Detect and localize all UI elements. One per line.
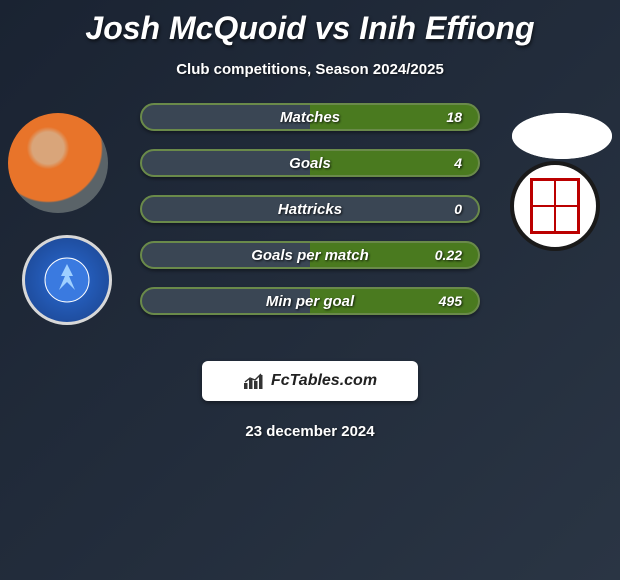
stat-row: Hattricks 0: [140, 195, 480, 223]
stat-row: Min per goal 495: [140, 287, 480, 315]
stat-label: Hattricks: [278, 201, 342, 218]
player-left-photo: [8, 113, 108, 213]
stat-label: Goals per match: [251, 247, 369, 264]
player-right-photo: [512, 113, 612, 159]
stat-value-right: 4: [454, 155, 462, 171]
woking-crest-icon: [510, 161, 600, 251]
stat-label: Goals: [289, 155, 331, 172]
stat-rows: Matches 18 Goals 4 Hattricks 0 Goals per match…: [140, 103, 480, 333]
page-title: Josh McQuoid vs Inih Effiong: [0, 0, 620, 47]
player-left-club-crest: [22, 235, 112, 325]
stat-row: Goals 4: [140, 149, 480, 177]
avatar-placeholder-icon: [8, 113, 108, 213]
stat-value-right: 0: [454, 201, 462, 217]
footer-date: 23 december 2024: [0, 423, 620, 440]
subheading: Club competitions, Season 2024/2025: [0, 61, 620, 78]
brand-text: FcTables.com: [271, 372, 377, 390]
stat-value-right: 495: [439, 293, 462, 309]
avatar-placeholder-icon: [512, 113, 612, 159]
bar-chart-icon: [243, 372, 265, 390]
stat-row: Goals per match 0.22: [140, 241, 480, 269]
stat-value-right: 18: [446, 109, 462, 125]
brand-badge: FcTables.com: [202, 361, 418, 401]
stat-row: Matches 18: [140, 103, 480, 131]
phoenix-icon: [37, 250, 97, 310]
shield-icon: [530, 178, 580, 234]
comparison-panel: Matches 18 Goals 4 Hattricks 0 Goals per match…: [0, 103, 620, 343]
stat-value-right: 0.22: [435, 247, 462, 263]
player-right-club-crest: [510, 161, 600, 251]
stat-label: Matches: [280, 109, 340, 126]
stat-label: Min per goal: [266, 293, 354, 310]
aldershot-crest-icon: [22, 235, 112, 325]
